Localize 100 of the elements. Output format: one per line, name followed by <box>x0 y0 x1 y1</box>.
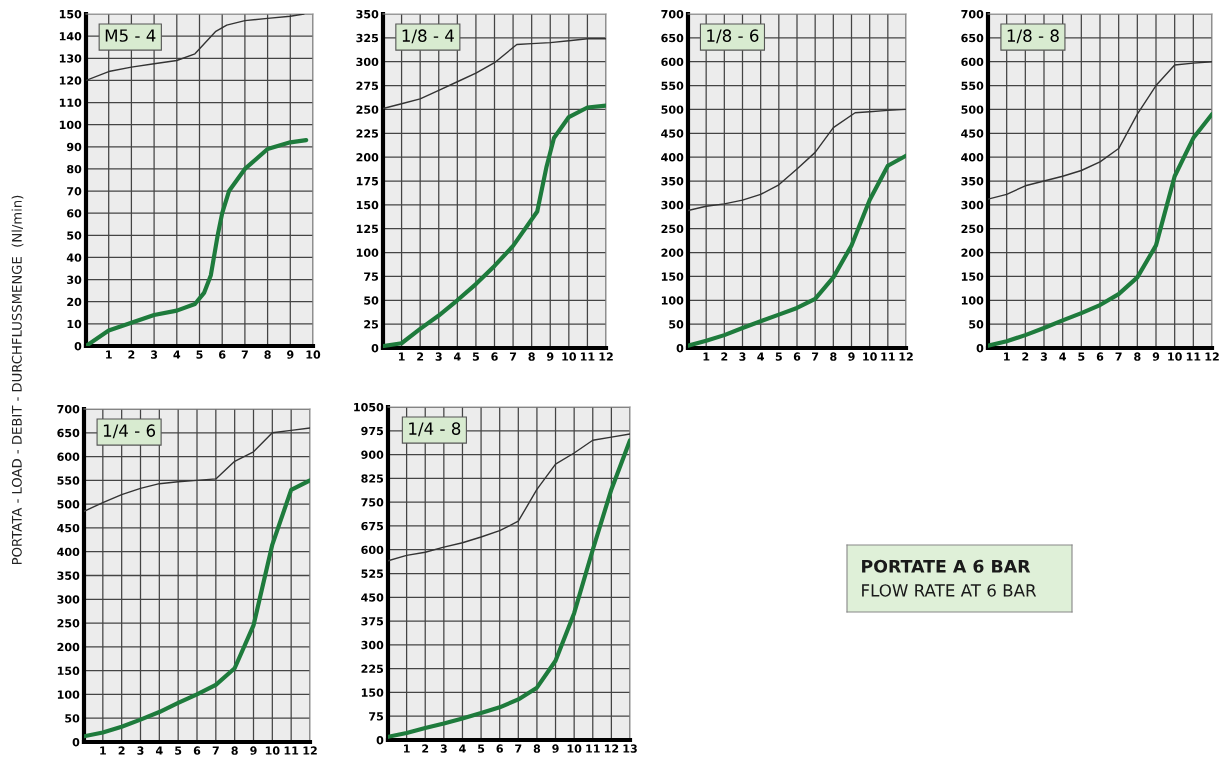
y-tick-label: 500 <box>961 105 984 114</box>
y-tick-label: 175 <box>356 177 379 186</box>
y-tick-label: 550 <box>57 476 80 485</box>
y-axis-title: PORTATA - LOAD - DEBIT - DURCHFLUSSMENGE (Nl/min) <box>11 195 24 565</box>
x-tick-label: 1 <box>404 744 410 753</box>
x-tick-label: 10 <box>863 352 877 361</box>
y-tick-label: 20 <box>67 297 82 307</box>
y-tick-label: 400 <box>961 153 984 162</box>
y-tick-label: 225 <box>361 664 384 674</box>
x-tick-label: 8 <box>231 746 238 755</box>
x-tick-label: 10 <box>1168 352 1182 361</box>
x-tick-label: 10 <box>306 350 321 359</box>
line-series <box>988 61 1212 200</box>
y-tick-label: 200 <box>961 248 984 257</box>
annotation: M5 - 4 <box>105 29 156 42</box>
y-tick-label: 300 <box>361 640 384 650</box>
y-tick-label: 40 <box>66 253 82 262</box>
y-tick-label: 50 <box>364 296 379 305</box>
y-tick-label: 50 <box>65 714 80 723</box>
x-tick-label: 11 <box>580 352 595 361</box>
x-tick-label: 8 <box>264 350 271 359</box>
x-tick-label: 7 <box>1115 352 1122 361</box>
y-tick-label: 150 <box>59 9 82 19</box>
annotation: 1/8 - 6 <box>707 29 759 44</box>
x-tick-label: 1 <box>398 352 405 361</box>
line-series <box>84 478 310 739</box>
y-tick-label: 80 <box>67 164 82 174</box>
y-tick-label: 120 <box>59 76 82 85</box>
x-tick-label: 5 <box>175 746 182 755</box>
line-series <box>388 438 630 739</box>
y-tick-label: 50 <box>669 320 684 329</box>
y-tick-label: 250 <box>356 105 379 114</box>
x-tick-label: 7 <box>241 350 248 359</box>
x-tick-label: 2 <box>1022 352 1029 361</box>
y-tick-label: 10 <box>67 319 82 329</box>
x-tick-label: 4 <box>1059 352 1067 361</box>
x-tick-label: 7 <box>812 352 819 361</box>
y-tick-label: 350 <box>961 176 984 186</box>
y-tick-label: 0 <box>676 343 684 353</box>
y-tick-label: 200 <box>356 153 379 162</box>
y-tick-label: 450 <box>661 129 684 138</box>
x-tick-label: 4 <box>757 352 765 361</box>
x-tick-label: 5 <box>478 744 485 753</box>
y-tick-label: 125 <box>356 224 379 234</box>
y-tick-label: 250 <box>661 224 684 234</box>
y-tick-label: 0 <box>371 343 379 353</box>
y-tick-label: 140 <box>59 32 82 41</box>
annotation: 1/4 - 6 <box>103 424 156 439</box>
y-tick-label: 300 <box>356 57 379 67</box>
y-tick-label: 750 <box>361 498 384 507</box>
y-tick-label: 700 <box>661 9 684 19</box>
y-tick-label: 110 <box>59 98 82 107</box>
x-tick-label: 6 <box>793 352 801 361</box>
y-tick-label: 60 <box>67 209 82 218</box>
x-tick-label: 10 <box>562 352 577 361</box>
y-tick-label: 250 <box>961 224 984 234</box>
x-tick-label: 12 <box>604 744 619 753</box>
y-tick-label: 600 <box>57 452 80 461</box>
y-tick-label: 650 <box>961 33 984 43</box>
y-tick-label: 900 <box>361 450 384 459</box>
y-tick-label: 130 <box>59 54 82 63</box>
y-tick-label: 550 <box>661 81 684 90</box>
y-tick-label: 400 <box>661 153 684 162</box>
x-tick-label: 12 <box>599 352 613 361</box>
y-tick-label: 275 <box>356 81 379 90</box>
x-tick-label: 1 <box>1004 352 1010 361</box>
y-tick-label: 350 <box>57 571 80 580</box>
x-tick-label: 8 <box>533 744 541 753</box>
y-tick-label: 350 <box>661 176 684 186</box>
y-tick-label: 100 <box>961 296 984 305</box>
x-tick-label: 11 <box>1186 352 1201 361</box>
x-tick-label: 6 <box>219 350 226 359</box>
y-tick-label: 90 <box>66 142 82 152</box>
y-tick-label: 375 <box>361 617 384 626</box>
y-tick-label: 150 <box>57 666 80 676</box>
x-tick-label: 4 <box>453 352 461 361</box>
y-tick-label: 150 <box>961 272 984 281</box>
y-tick-label: 675 <box>361 521 384 531</box>
y-tick-label: 100 <box>59 120 82 130</box>
x-tick-label: 11 <box>586 744 600 753</box>
x-tick-label: 1 <box>703 352 710 361</box>
y-tick-label: 150 <box>661 272 684 281</box>
y-tick-label: 100 <box>661 296 684 305</box>
x-tick-label: 7 <box>509 352 517 361</box>
x-tick-label: 8 <box>528 352 535 361</box>
y-tick-label: 325 <box>356 33 379 43</box>
x-tick-label: 3 <box>137 746 144 755</box>
y-tick-label: 70 <box>67 187 82 196</box>
y-tick-label: 600 <box>961 57 984 67</box>
y-tick-label: 0 <box>376 735 384 745</box>
y-tick-label: 450 <box>361 593 384 602</box>
y-tick-label: 600 <box>661 57 684 67</box>
y-tick-label: 700 <box>57 404 80 414</box>
x-tick-label: 11 <box>881 352 895 361</box>
x-tick-label: 3 <box>435 352 442 361</box>
y-tick-label: 700 <box>961 9 984 19</box>
y-tick-label: 500 <box>57 500 80 509</box>
y-tick-label: 650 <box>57 428 80 438</box>
y-tick-label: 0 <box>74 341 82 351</box>
y-tick-label: 25 <box>364 320 379 329</box>
